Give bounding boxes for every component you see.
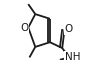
Text: NH: NH bbox=[65, 52, 81, 61]
Text: O: O bbox=[65, 24, 73, 34]
Text: O: O bbox=[20, 23, 28, 33]
